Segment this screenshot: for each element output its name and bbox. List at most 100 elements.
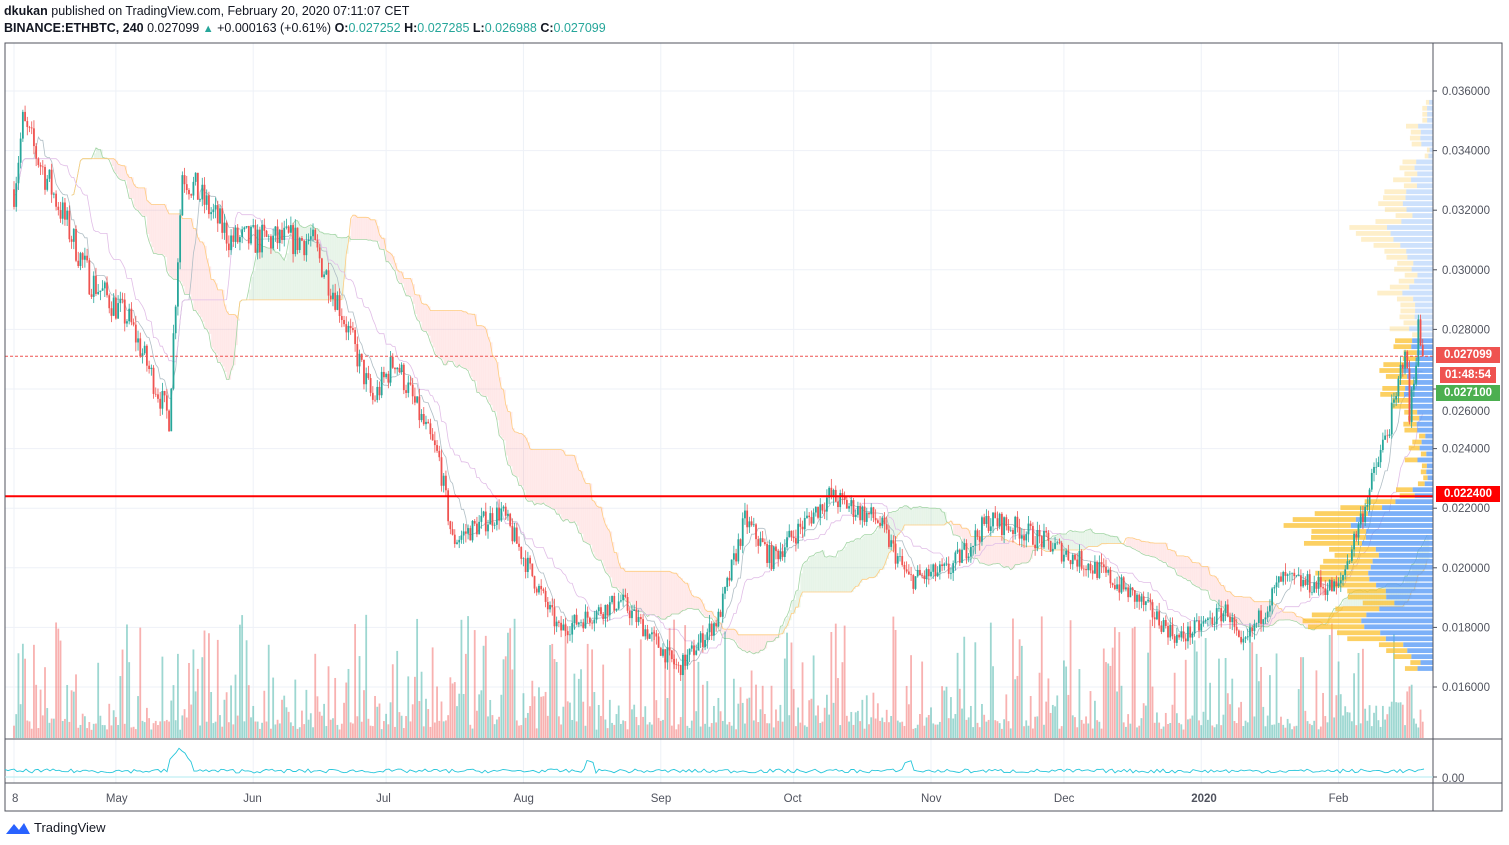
ichimoku-cloud-segment [200, 241, 203, 318]
candle-body [688, 648, 691, 655]
volume-bar [586, 643, 589, 738]
ichimoku-cloud-segment [762, 634, 765, 651]
volume-bar [938, 721, 941, 738]
volume-bar [1209, 682, 1211, 738]
ichimoku-cloud-segment [1030, 546, 1033, 559]
ichimoku-cloud-segment [1201, 565, 1204, 590]
candle-body [52, 193, 55, 195]
candle-body [936, 572, 939, 577]
volume-bar [992, 666, 994, 738]
volume-profile-up [1426, 463, 1433, 469]
candle-body [693, 645, 695, 655]
ichimoku-cloud-segment [1225, 590, 1228, 615]
ichimoku-cloud-segment [1422, 544, 1426, 572]
candle-body [819, 504, 822, 518]
candle-body [35, 146, 38, 159]
volume-bar [214, 721, 217, 738]
candle-body [119, 299, 122, 304]
ichimoku-cloud-segment [1345, 598, 1348, 607]
volume-profile-down [1349, 225, 1388, 230]
ichimoku-cloud-segment [536, 449, 540, 504]
volume-bar [872, 692, 875, 738]
volume-bar [427, 709, 430, 738]
ichimoku-cloud-segment [1048, 538, 1051, 552]
volume-bar [1074, 717, 1076, 738]
candle-body [347, 325, 350, 333]
volume-bar [188, 662, 190, 738]
volume-bar [1282, 724, 1285, 738]
volume-bar [1260, 666, 1262, 738]
ichimoku-cloud-segment [454, 310, 458, 367]
volume-bar [247, 685, 250, 738]
candle-body [177, 262, 179, 307]
volume-bar [668, 628, 671, 738]
y-tick-label: 0.032000 [1442, 205, 1490, 217]
volume-profile-up [1416, 350, 1433, 356]
ichimoku-cloud-segment [257, 245, 260, 301]
volume-bar [719, 711, 722, 738]
ichimoku-cloud-segment [545, 449, 548, 506]
ichimoku-cloud-segment [1230, 591, 1233, 617]
volume-bar [562, 706, 565, 738]
candle-body [941, 564, 943, 567]
volume-bar [447, 715, 450, 738]
candle-body [580, 622, 582, 623]
volume-profile-up [1420, 129, 1433, 135]
candle-body [79, 253, 82, 266]
candle-body [628, 610, 631, 619]
volume-profile-down [1347, 588, 1386, 594]
ichimoku-cloud-segment [1238, 596, 1242, 624]
candle-body [1322, 587, 1324, 589]
ichimoku-cloud-segment [789, 610, 792, 621]
ichimoku-cloud-segment [964, 528, 967, 544]
volume-bar [593, 692, 596, 738]
candle-body [892, 540, 895, 544]
volume-bar [1393, 634, 1395, 738]
candle-body [726, 577, 729, 588]
candle-body [511, 525, 514, 542]
candle-body [595, 611, 598, 620]
volume-bar [1029, 695, 1032, 738]
volume-bar [1060, 726, 1063, 738]
candle-body [458, 539, 461, 543]
volume-bar [270, 728, 272, 738]
volume-bar [64, 718, 66, 738]
candle-body [387, 373, 390, 383]
x-tick-label: 8 [12, 793, 18, 805]
ichimoku-cloud-segment [1039, 545, 1042, 549]
tradingview-logo[interactable]: TradingView [6, 820, 106, 835]
candle-body [64, 202, 66, 220]
ichimoku-cloud-segment [1196, 562, 1200, 587]
candle-body [604, 604, 607, 619]
close-value: 0.027099 [553, 21, 606, 35]
ichimoku-cloud-segment [443, 310, 447, 365]
volume-bar [910, 655, 912, 738]
ichimoku-cloud-segment [824, 556, 827, 593]
volume-bar [148, 718, 151, 738]
volume-bar [491, 715, 494, 738]
candle-body [943, 563, 946, 567]
candle-body [1266, 611, 1269, 618]
candle-body [996, 518, 999, 527]
candle-body [46, 178, 49, 190]
volume-bar [263, 690, 266, 738]
volume-bar [967, 717, 970, 738]
volume-profile-down [1329, 582, 1377, 588]
volume-profile-up [1406, 207, 1433, 212]
candle-body [316, 239, 319, 248]
volume-bar [602, 664, 605, 738]
symbol-interval[interactable]: BINANCE:ETHBTC, 240 [4, 21, 144, 35]
ichimoku-cloud-segment [1028, 546, 1031, 563]
candle-body [1096, 562, 1099, 578]
volume-bar [553, 659, 556, 738]
ichimoku-cloud-segment [1187, 556, 1191, 581]
author[interactable]: dkukan [4, 4, 48, 18]
ichimoku-cloud-segment [379, 234, 382, 249]
volume-profile-down [1334, 552, 1379, 558]
volume-bar [1237, 707, 1240, 738]
volume-bar [1149, 619, 1152, 738]
candle-body [469, 528, 472, 541]
volume-bar [941, 686, 943, 738]
volume-bar [1297, 689, 1300, 738]
